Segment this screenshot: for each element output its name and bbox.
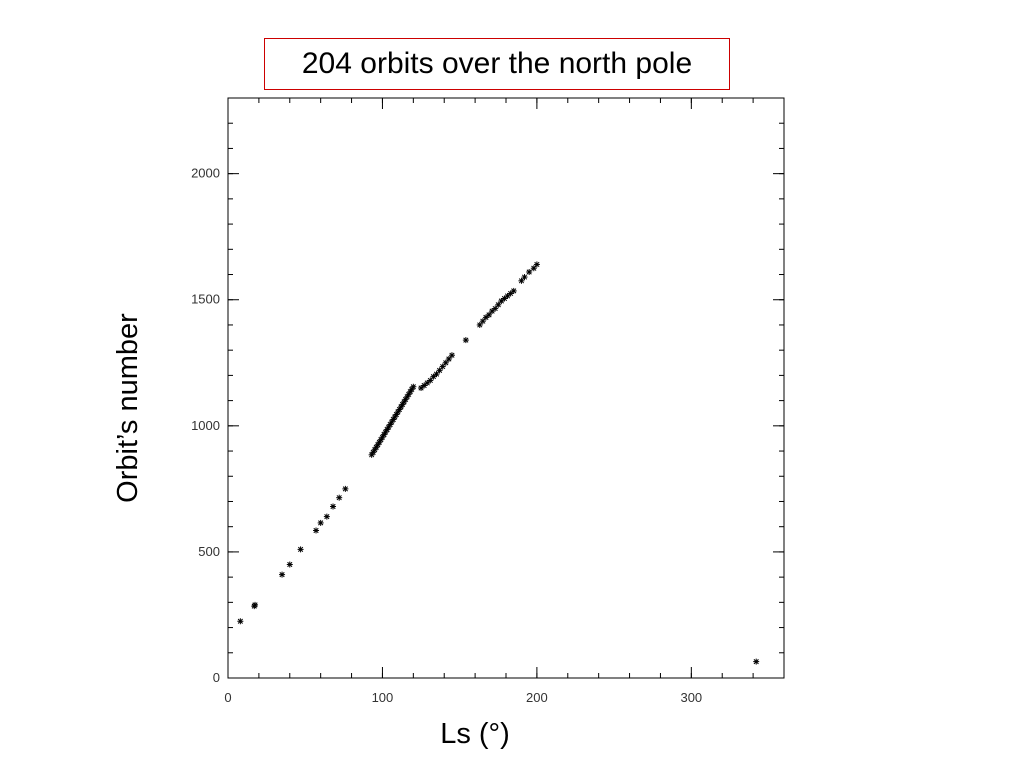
data-point (342, 485, 349, 492)
y-tick-label: 1000 (191, 418, 220, 433)
data-point (297, 546, 304, 553)
x-axis-title: Ls (°) (440, 718, 510, 750)
x-tick-label: 100 (372, 690, 394, 705)
data-point (317, 519, 324, 526)
x-tick-label: 200 (526, 690, 548, 705)
data-points (237, 261, 760, 665)
data-point (336, 494, 343, 501)
data-point (526, 269, 533, 275)
data-point (410, 383, 417, 390)
data-point (323, 513, 330, 520)
data-point (498, 298, 505, 304)
data-point (510, 287, 517, 294)
axis-ticks: 0 100 200 300 0 500 1000 1500 2000 (191, 97, 785, 705)
data-point (252, 601, 259, 608)
data-point (313, 527, 320, 534)
data-point (753, 658, 760, 665)
data-point (486, 311, 493, 318)
data-point (448, 352, 455, 359)
y-tick-label: 500 (198, 544, 220, 559)
data-point (286, 561, 293, 568)
plot-frame (227, 97, 785, 679)
data-point (330, 503, 337, 510)
y-axis-title: Orbit’s number (112, 313, 144, 503)
y-tick-label: 1500 (191, 292, 220, 307)
data-point (439, 363, 446, 370)
data-point (462, 337, 469, 344)
y-tick-label: 0 (213, 670, 220, 685)
x-tick-label: 0 (224, 690, 231, 705)
data-point (533, 261, 540, 268)
y-tick-label: 2000 (191, 166, 220, 181)
data-point (393, 411, 400, 418)
data-point (507, 290, 514, 297)
chart-title: 204 orbits over the north pole (264, 38, 730, 90)
x-tick-label: 300 (680, 690, 702, 705)
data-point (237, 618, 244, 625)
data-point (370, 449, 377, 456)
data-point (521, 274, 528, 281)
data-point (279, 571, 286, 578)
